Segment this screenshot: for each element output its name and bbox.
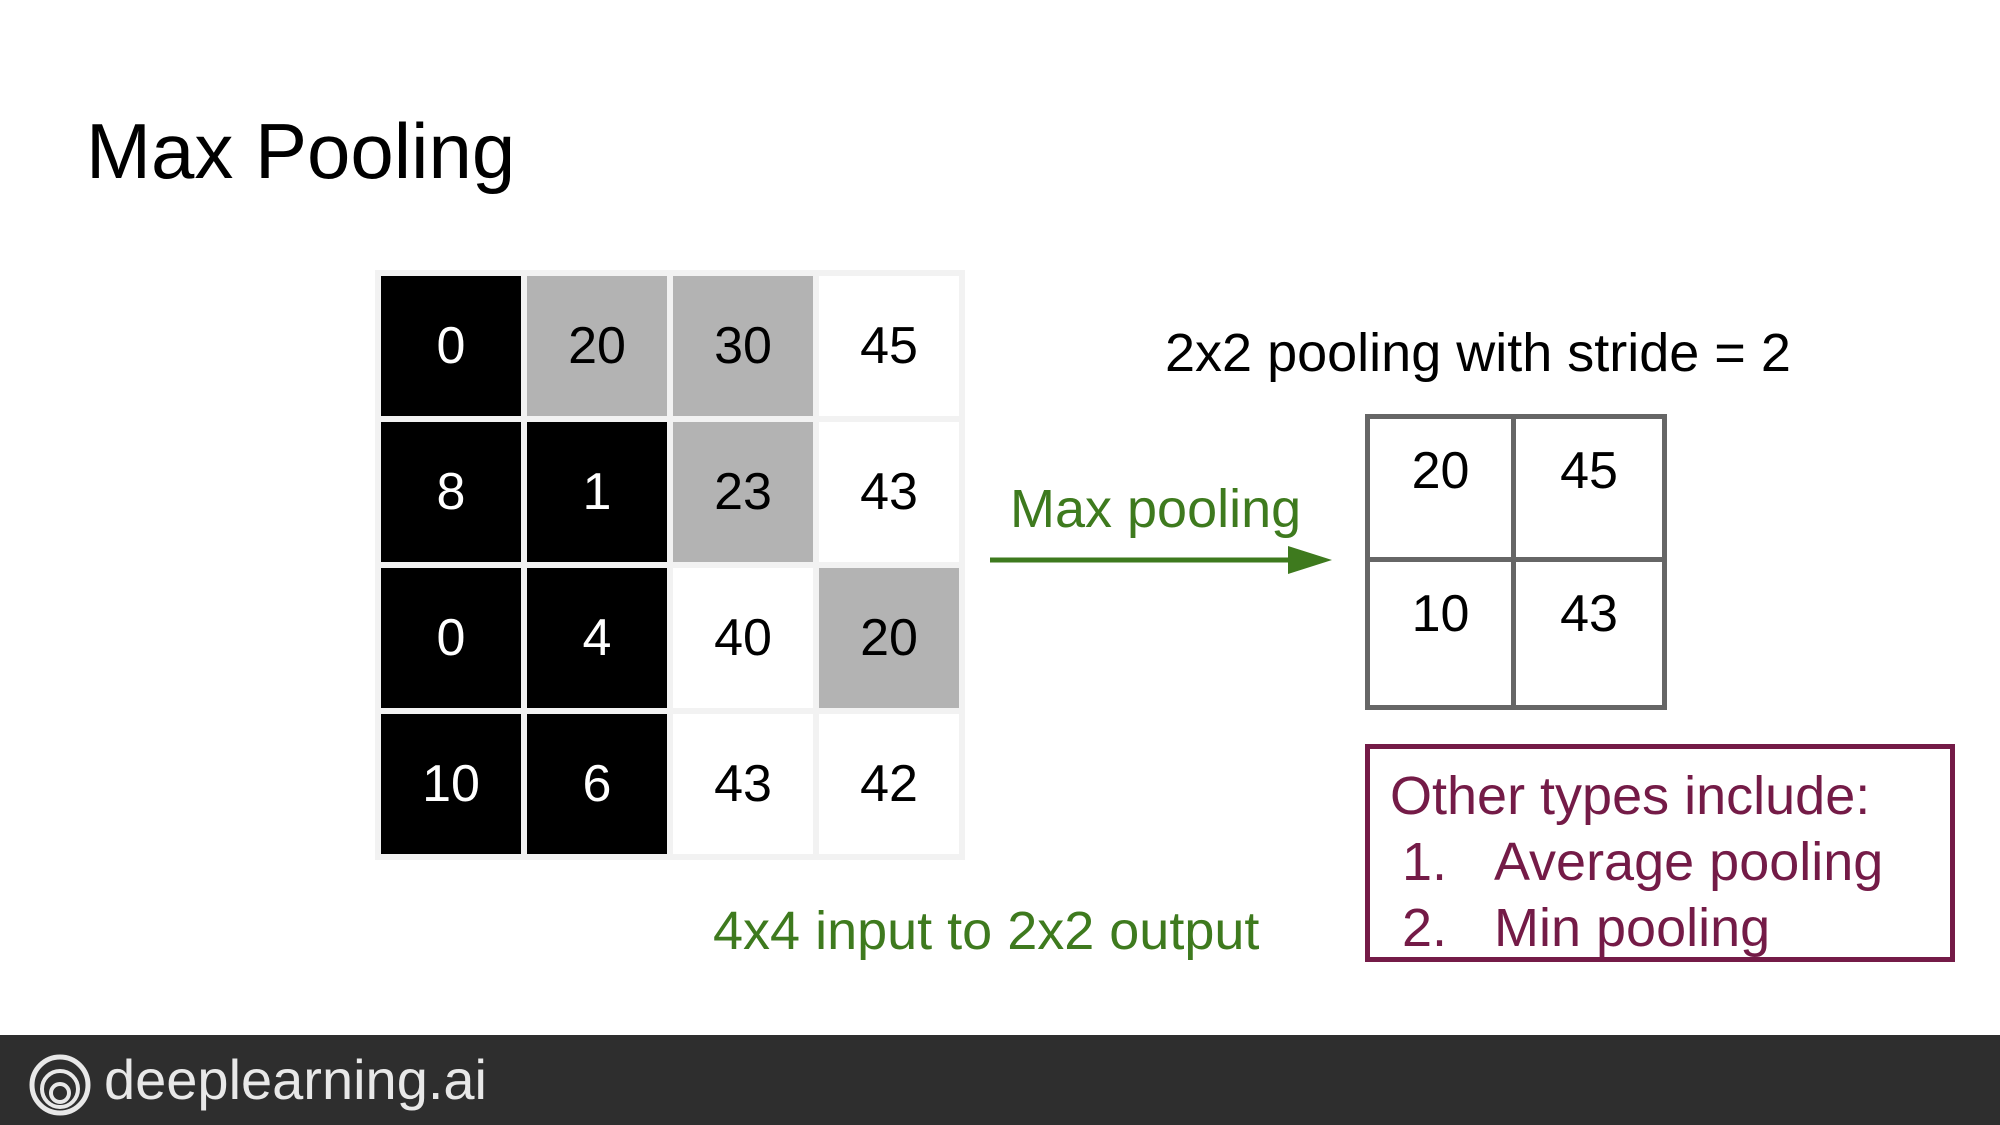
output-matrix: 20 45 10 43 (1365, 414, 1667, 710)
list-number: 1. (1402, 832, 1448, 892)
input-cell: 20 (527, 276, 667, 416)
output-cell: 43 (1560, 585, 1618, 643)
input-cell: 6 (527, 714, 667, 854)
other-types-heading: Other types include: (1390, 766, 1871, 826)
input-cell: 40 (673, 568, 813, 708)
input-output-caption: 4x4 input to 2x2 output (713, 901, 1260, 961)
page-title: Max Pooling (86, 107, 516, 195)
input-cell: 8 (381, 422, 521, 562)
input-cell: 23 (673, 422, 813, 562)
right-arrow-icon (990, 546, 1332, 574)
output-cell: 20 (1370, 419, 1516, 562)
list-number: 2. (1402, 898, 1448, 958)
input-cell: 0 (381, 568, 521, 708)
concentric-circles-icon (29, 1054, 91, 1116)
input-cell: 1 (527, 422, 667, 562)
list-item: 1. Average pooling (1390, 829, 1950, 895)
input-cell: 42 (819, 714, 959, 854)
output-cell: 10 (1370, 562, 1516, 705)
input-cell: 20 (819, 568, 959, 708)
input-cell: 30 (673, 276, 813, 416)
input-cell: 10 (381, 714, 521, 854)
pooling-description: 2x2 pooling with stride = 2 (1165, 323, 1791, 383)
list-item: 2. Min pooling (1390, 895, 1950, 961)
list-text: Average pooling (1494, 832, 1884, 892)
input-cell: 0 (381, 276, 521, 416)
brand-logo-text: deeplearning.ai (104, 1048, 487, 1111)
list-text: Min pooling (1494, 898, 1771, 958)
input-cell: 43 (819, 422, 959, 562)
footer-bar: deeplearning.ai (0, 1035, 2000, 1125)
input-cell: 45 (819, 276, 959, 416)
arrow-label: Max pooling (1010, 479, 1302, 539)
other-types-box: Other types include: 1. Average pooling … (1365, 744, 1955, 962)
output-cell: 45 (1516, 419, 1662, 562)
input-cell: 43 (673, 714, 813, 854)
input-cell: 4 (527, 568, 667, 708)
input-matrix: 0 20 30 45 8 1 23 43 0 4 40 20 10 6 43 42 (375, 270, 965, 860)
